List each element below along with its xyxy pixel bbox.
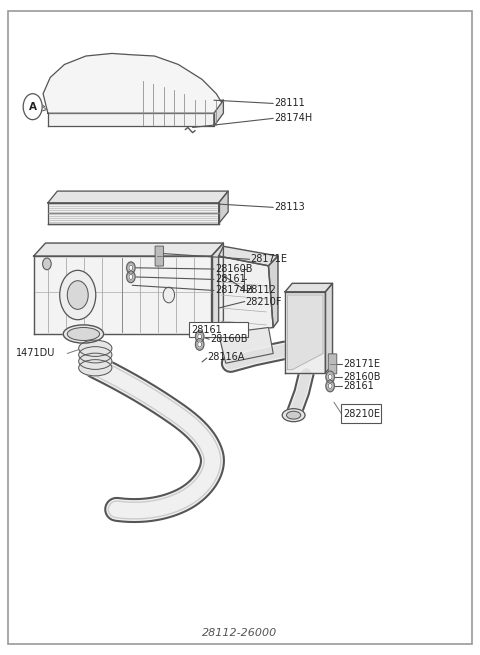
FancyBboxPatch shape [189,322,248,337]
Circle shape [198,342,202,347]
Text: 28160B: 28160B [343,372,381,382]
Circle shape [127,271,135,283]
Polygon shape [219,256,273,334]
Text: 28111: 28111 [274,98,305,109]
Ellipse shape [282,409,305,422]
Polygon shape [219,191,228,223]
Circle shape [326,371,335,383]
Text: 28113: 28113 [274,202,305,212]
Ellipse shape [79,360,112,376]
Circle shape [195,339,204,350]
Polygon shape [43,54,223,113]
Circle shape [326,380,335,392]
Polygon shape [34,256,212,334]
Text: 28160B: 28160B [215,264,252,274]
Ellipse shape [67,328,99,341]
Text: 28210F: 28210F [246,297,282,307]
FancyBboxPatch shape [328,354,337,374]
Ellipse shape [79,353,112,369]
Ellipse shape [79,340,112,356]
Text: 28112: 28112 [246,285,276,295]
Text: 28116A: 28116A [208,352,245,362]
Text: 28171E: 28171E [251,254,288,265]
Text: 28174H: 28174H [274,113,312,123]
Circle shape [198,334,202,339]
Circle shape [328,374,332,379]
Circle shape [163,288,175,303]
Polygon shape [219,246,278,266]
Polygon shape [48,100,223,113]
Text: 1471DU: 1471DU [16,348,55,358]
Text: 28161: 28161 [343,381,374,391]
Circle shape [23,94,42,120]
Text: 28171E: 28171E [343,359,380,369]
Text: 28161: 28161 [192,325,222,335]
Ellipse shape [287,411,301,419]
Polygon shape [48,113,214,126]
Circle shape [43,258,51,270]
FancyBboxPatch shape [155,246,164,266]
Polygon shape [48,203,219,223]
Text: A: A [29,102,36,112]
Polygon shape [219,328,273,364]
Text: 28112-26000: 28112-26000 [203,627,277,638]
Text: 28160B: 28160B [210,334,248,344]
Text: 28174H: 28174H [215,286,253,295]
Ellipse shape [79,346,112,363]
Polygon shape [34,243,223,256]
Polygon shape [214,100,223,126]
Polygon shape [325,284,333,373]
Circle shape [195,331,204,343]
Polygon shape [268,256,278,328]
Polygon shape [285,284,333,291]
Circle shape [129,274,133,280]
Circle shape [67,281,88,309]
FancyBboxPatch shape [341,404,382,423]
Text: 28210E: 28210E [343,409,381,419]
Circle shape [328,383,332,388]
Polygon shape [285,291,325,373]
Polygon shape [48,191,228,203]
Circle shape [127,262,135,274]
Ellipse shape [63,325,104,343]
Circle shape [129,265,133,271]
Polygon shape [288,295,323,369]
Text: 28161: 28161 [215,274,246,284]
Polygon shape [212,243,223,334]
Circle shape [60,271,96,320]
